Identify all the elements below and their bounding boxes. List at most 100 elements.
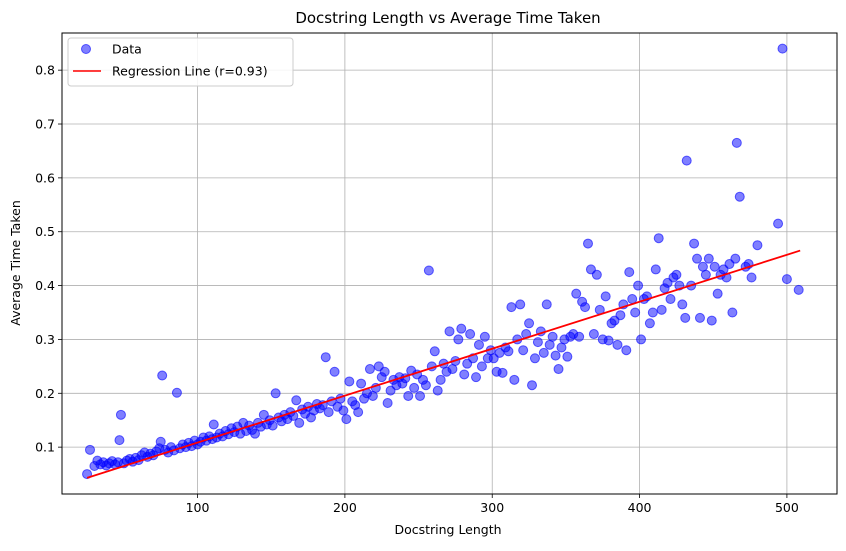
data-point (459, 369, 470, 380)
data-point (444, 326, 455, 337)
data-point (114, 435, 125, 446)
data-point (727, 307, 738, 318)
x-tick-label: 300 (480, 500, 504, 515)
data-point (562, 351, 573, 362)
y-tick-label: 0.1 (35, 440, 55, 455)
data-point (208, 419, 219, 430)
regression-line (86, 249, 801, 479)
data-point (532, 337, 543, 348)
data-point (630, 307, 641, 318)
data-point (773, 218, 784, 229)
data-point (689, 238, 700, 249)
data-point (677, 299, 688, 310)
data-point (553, 364, 564, 375)
data-point (633, 280, 644, 291)
data-point (171, 387, 182, 398)
y-tick-label: 0.2 (35, 386, 55, 401)
data-point (471, 372, 482, 383)
regression-line-group (86, 249, 801, 479)
data-point (435, 374, 446, 385)
data-point (656, 304, 667, 315)
x-axis-label: Docstring Length (394, 522, 501, 537)
data-point (382, 397, 393, 408)
data-point (353, 407, 364, 418)
data-point (650, 264, 661, 275)
data-point (432, 385, 443, 396)
data-point (700, 269, 711, 280)
data-point (270, 388, 281, 399)
data-point (294, 417, 305, 428)
y-tick-label: 0.8 (35, 63, 55, 78)
data-point (703, 253, 714, 264)
y-tick-label: 0.7 (35, 117, 55, 132)
y-tick-label: 0.6 (35, 170, 55, 185)
data-point (647, 307, 658, 318)
data-point (423, 265, 434, 276)
data-point (621, 345, 632, 356)
data-point (709, 261, 720, 272)
data-point (465, 329, 476, 340)
legend-marker-data (81, 44, 91, 54)
data-point (506, 302, 517, 313)
data-point (338, 405, 349, 416)
data-point (527, 380, 538, 391)
data-point (793, 284, 804, 295)
data-point (364, 364, 375, 375)
data-point (456, 323, 467, 334)
data-point (574, 331, 585, 342)
data-point (541, 299, 552, 310)
data-point (453, 334, 464, 345)
data-point (653, 233, 664, 244)
data-point (603, 335, 614, 346)
data-point (550, 350, 561, 361)
data-point (734, 191, 745, 202)
data-point (612, 339, 623, 350)
data-point (497, 367, 508, 378)
data-point (323, 407, 334, 418)
data-point (582, 238, 593, 249)
x-tick-label: 500 (775, 500, 799, 515)
data-point (157, 370, 168, 381)
data-point (529, 353, 540, 364)
data-point (636, 334, 647, 345)
data-point (746, 272, 757, 283)
y-axis-label: Average Time Taken (8, 200, 23, 326)
data-point (524, 318, 535, 329)
data-point (356, 378, 367, 389)
y-tick-label: 0.4 (35, 278, 55, 293)
data-point (615, 310, 626, 321)
data-point (777, 43, 788, 54)
data-point (415, 390, 426, 401)
data-point (473, 339, 484, 350)
data-point (155, 436, 166, 447)
data-point (706, 315, 717, 326)
data-point (250, 428, 261, 439)
data-point (665, 294, 676, 305)
data-point (680, 312, 691, 323)
x-tick-label: 100 (186, 500, 210, 515)
data-point (692, 253, 703, 264)
data-point (409, 382, 420, 393)
plot-frame (61, 32, 838, 495)
data-point (320, 352, 331, 363)
data-point (547, 331, 558, 342)
legend-label-data: Data (112, 42, 142, 57)
grid-lines (62, 33, 837, 494)
y-axis-ticks: 0.1 0.2 0.3 0.4 0.5 0.6 0.7 0.8 (35, 63, 62, 455)
data-point (591, 269, 602, 280)
data-point (600, 291, 611, 302)
data-point (730, 253, 741, 264)
x-axis-ticks: 100 200 300 400 500 (186, 494, 799, 515)
data-point (403, 390, 414, 401)
data-point (644, 318, 655, 329)
data-point (571, 288, 582, 299)
data-point (503, 346, 514, 357)
data-point (509, 374, 520, 385)
data-point (538, 347, 549, 358)
data-point (267, 420, 278, 431)
data-point (731, 137, 742, 148)
x-tick-label: 400 (628, 500, 652, 515)
y-tick-label: 0.3 (35, 332, 55, 347)
legend-box (67, 37, 294, 87)
